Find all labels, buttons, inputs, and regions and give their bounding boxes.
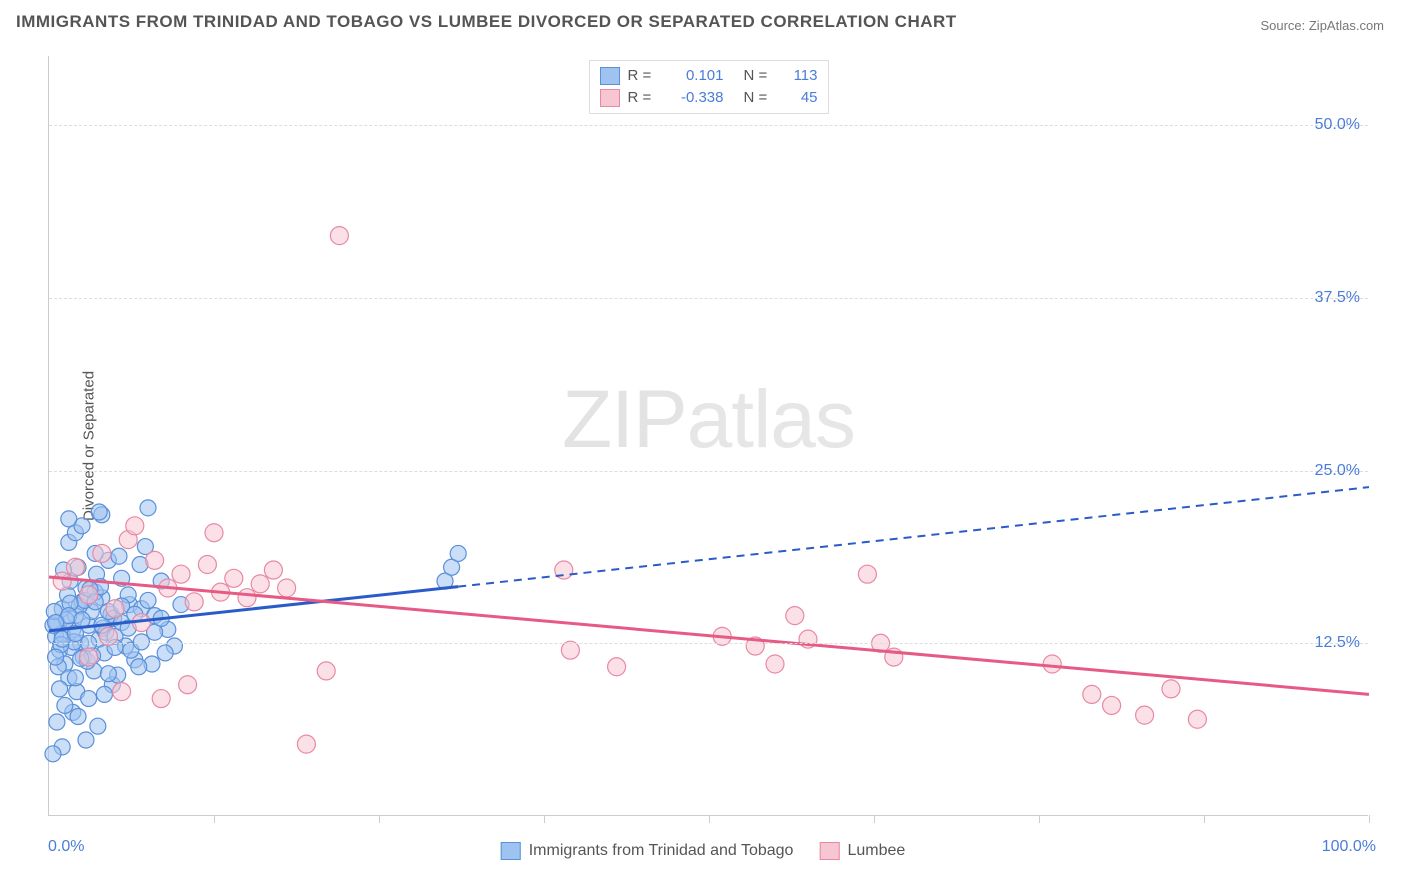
- x-axis-max-label: 100.0%: [1322, 838, 1376, 856]
- x-tick: [379, 815, 380, 823]
- r-value-2: -0.338: [664, 87, 724, 109]
- legend-label-2: Lumbee: [847, 842, 905, 860]
- r-value-1: 0.101: [664, 65, 724, 87]
- x-tick: [214, 815, 215, 823]
- r-label-2: R =: [628, 87, 656, 109]
- n-value-1: 113: [782, 65, 818, 87]
- swatch-bottom-1: [501, 842, 521, 860]
- gridline: [49, 471, 1368, 472]
- source-label: Source: ZipAtlas.com: [1260, 18, 1384, 33]
- x-tick: [1039, 815, 1040, 823]
- n-label-2: N =: [744, 87, 774, 109]
- gridline: [49, 643, 1368, 644]
- y-tick-label: 25.0%: [1315, 462, 1360, 480]
- legend-item-2: Lumbee: [819, 842, 905, 860]
- chart-title: IMMIGRANTS FROM TRINIDAD AND TOBAGO VS L…: [16, 12, 957, 32]
- x-tick: [709, 815, 710, 823]
- y-tick-label: 12.5%: [1315, 634, 1360, 652]
- swatch-series1: [600, 67, 620, 85]
- legend-label-1: Immigrants from Trinidad and Tobago: [529, 842, 794, 860]
- swatch-series2: [600, 89, 620, 107]
- y-tick-label: 50.0%: [1315, 116, 1360, 134]
- swatch-bottom-2: [819, 842, 839, 860]
- x-tick: [874, 815, 875, 823]
- legend-stats-row-1: R = 0.101 N = 113: [600, 65, 818, 87]
- r-label-1: R =: [628, 65, 656, 87]
- n-value-2: 45: [782, 87, 818, 109]
- legend-stats-row-2: R = -0.338 N = 45: [600, 87, 818, 109]
- gridline: [49, 125, 1368, 126]
- legend-stats: R = 0.101 N = 113 R = -0.338 N = 45: [589, 60, 829, 114]
- x-tick: [544, 815, 545, 823]
- n-label-1: N =: [744, 65, 774, 87]
- y-tick-label: 37.5%: [1315, 289, 1360, 307]
- gridline: [49, 298, 1368, 299]
- x-tick: [1204, 815, 1205, 823]
- x-tick: [1369, 815, 1370, 823]
- legend-item-1: Immigrants from Trinidad and Tobago: [501, 842, 794, 860]
- x-axis-min-label: 0.0%: [48, 838, 84, 856]
- chart-svg: [49, 56, 1368, 815]
- plot-area: ZIPatlas R = 0.101 N = 113 R = -0.338 N …: [48, 56, 1368, 816]
- legend-series: Immigrants from Trinidad and Tobago Lumb…: [501, 842, 906, 860]
